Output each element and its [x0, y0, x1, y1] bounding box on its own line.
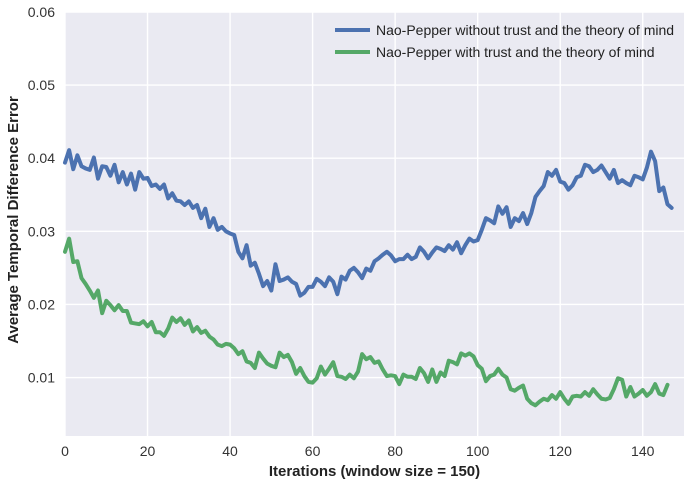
legend-label: Nao-Pepper without trust and the theory … [376, 22, 674, 38]
y-tick-label: 0.03 [28, 223, 55, 239]
x-tick-label: 60 [305, 443, 321, 459]
x-tick-labels: 0 20 40 60 80 100 120 140 [61, 443, 655, 459]
y-tick-labels: 0.01 0.02 0.03 0.04 0.05 0.06 [28, 4, 55, 386]
x-tick-label: 120 [549, 443, 573, 459]
y-tick-label: 0.05 [28, 77, 55, 93]
legend: Nao-Pepper without trust and the theory … [335, 22, 674, 60]
x-tick-label: 0 [61, 443, 69, 459]
x-tick-label: 140 [631, 443, 655, 459]
series-lines [63, 148, 674, 408]
x-tick-label: 40 [222, 443, 238, 459]
x-tick-label: 20 [140, 443, 156, 459]
x-axis-label: Iterations (window size = 150) [269, 463, 480, 480]
y-axis-label: Average Temporal Difference Error [5, 96, 22, 344]
y-tick-label: 0.06 [28, 4, 55, 20]
grid-lines [64, 11, 684, 436]
x-tick-label: 100 [466, 443, 490, 459]
y-tick-label: 0.01 [28, 370, 55, 386]
plot-background [65, 12, 684, 436]
legend-label: Nao-Pepper with trust and the theory of … [376, 44, 655, 60]
y-tick-label: 0.02 [28, 296, 55, 312]
x-tick-label: 80 [387, 443, 403, 459]
series-line-1 [63, 148, 674, 298]
y-tick-label: 0.04 [28, 150, 55, 166]
series-line-2 [63, 236, 670, 408]
